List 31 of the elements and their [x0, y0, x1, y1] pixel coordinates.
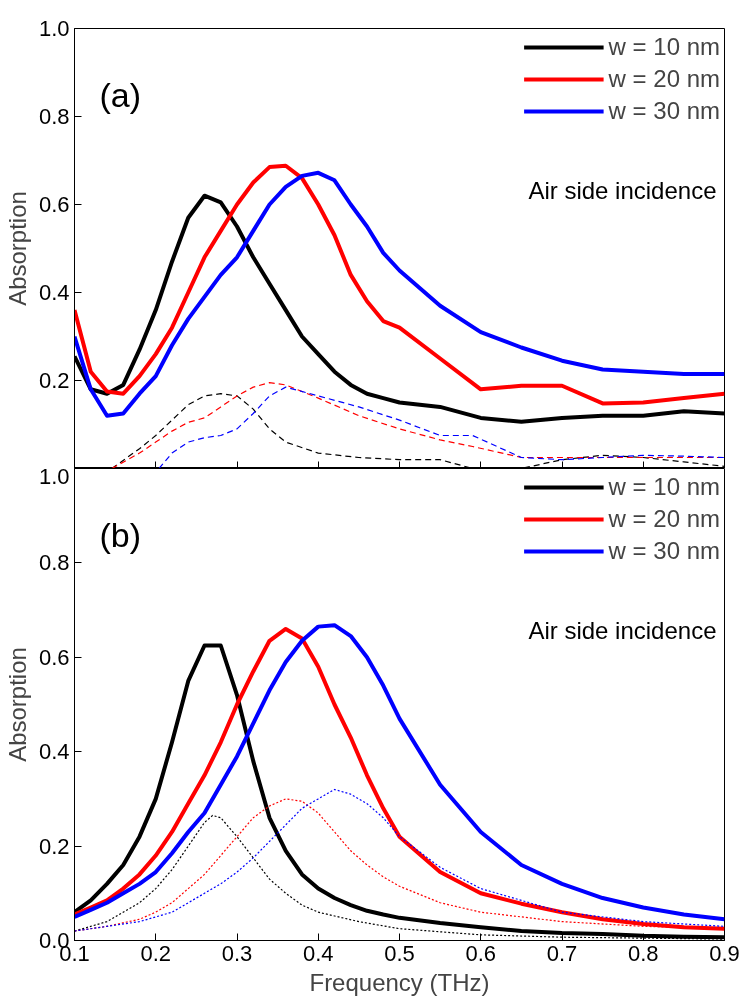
x-tick-label: 0.3 [221, 940, 253, 966]
x-tick-label: 0.4 [302, 940, 334, 966]
annotation: (b) [99, 515, 142, 554]
y-tick-label: 0.4 [38, 280, 70, 305]
y-tick-label: 0.6 [38, 192, 70, 217]
y-tick-label: 1.0 [38, 16, 70, 41]
y-tick-label: 0.8 [38, 104, 70, 129]
annotation: Air side incidence [528, 176, 717, 204]
legend-label: w = 20 nm [608, 64, 720, 94]
legend-label: w = 10 nm [608, 472, 720, 502]
annotation: (a) [99, 75, 142, 114]
x-tick-label: 0.6 [465, 940, 497, 966]
annotation: Air side incidence [528, 616, 717, 644]
legend-label: w = 10 nm [608, 32, 720, 62]
x-tick-label: 0.5 [384, 940, 415, 966]
y-tick-label: 0.4 [38, 739, 70, 765]
x-tick-label: 0.8 [627, 940, 659, 966]
legend-label: w = 20 nm [608, 504, 720, 534]
x-tick-label: 0.2 [140, 940, 172, 966]
legend-label: w = 30 nm [608, 96, 720, 126]
legend-label: w = 30 nm [608, 536, 720, 566]
x-axis-title: Frequency (THz) [309, 968, 490, 996]
y-tick-label: 0.8 [38, 550, 70, 576]
y-axis-title: Absorption [3, 191, 31, 306]
y-tick-label: 0.6 [38, 644, 70, 670]
y-axis-title: Absorption [3, 647, 31, 762]
x-tick-label: 0.9 [709, 940, 740, 966]
y-tick-label: 1.0 [38, 463, 70, 489]
y-tick-label: 0.2 [38, 833, 70, 859]
y-tick-label: 0.2 [38, 368, 70, 393]
x-tick-label: 0.7 [546, 940, 578, 966]
